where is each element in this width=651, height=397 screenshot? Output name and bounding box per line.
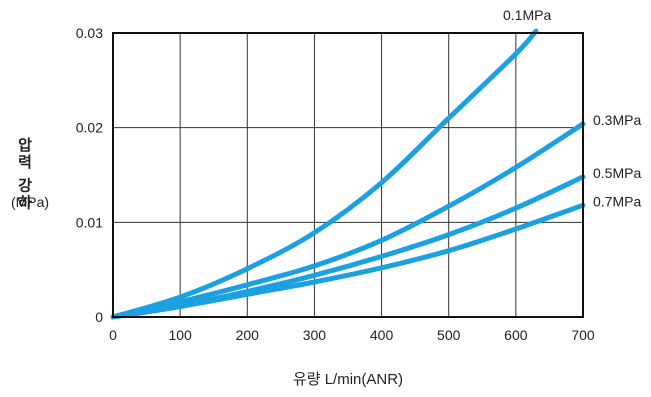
x-tick-label: 700 (571, 327, 595, 343)
x-tick-label: 100 (168, 327, 192, 343)
series-labels: 0.1MPa 0.3MPa 0.5MPa 0.7MPa (503, 7, 641, 209)
x-axis-label: 유량 L/min(ANR) (293, 371, 403, 388)
y-axis-unit: (MPa) (11, 194, 49, 210)
y-tick-label: 0 (95, 309, 103, 325)
x-tick-labels: 0 100 200 300 400 500 600 700 (109, 327, 595, 343)
series-lines (110, 28, 586, 320)
x-tick-label: 600 (504, 327, 528, 343)
x-tick-label: 0 (109, 327, 117, 343)
series-label: 0.3MPa (593, 112, 641, 128)
x-tick-label: 300 (303, 327, 327, 343)
y-tick-label: 0.02 (76, 120, 103, 136)
series-label: 0.7MPa (593, 193, 641, 209)
series-line-0-3mpa (110, 121, 586, 320)
y-tick-labels: 0 0.01 0.02 0.03 (76, 25, 103, 325)
series-label: 0.1MPa (503, 7, 551, 23)
series-line-0-7mpa (110, 202, 586, 320)
y-tick-label: 0.03 (76, 25, 103, 41)
y-axis-label-line1: 압력 강하 (16, 137, 33, 211)
series-line-0-1mpa (110, 28, 539, 320)
plot-frame (112, 32, 584, 318)
x-tick-label: 400 (370, 327, 394, 343)
series-label: 0.5MPa (593, 165, 641, 181)
x-tick-label: 200 (236, 327, 260, 343)
x-tick-label: 500 (437, 327, 461, 343)
y-tick-label: 0.01 (76, 214, 103, 230)
